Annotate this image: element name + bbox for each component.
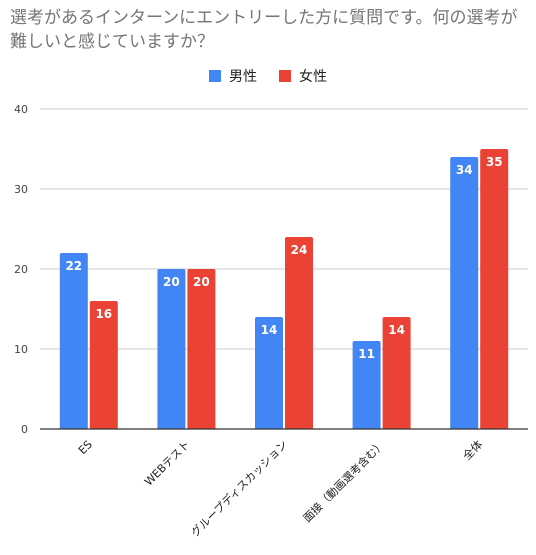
data-label: 20 — [193, 275, 210, 289]
data-label: 35 — [486, 155, 503, 169]
bar — [480, 149, 509, 429]
legend-swatch-female — [279, 70, 291, 82]
bar — [157, 269, 186, 429]
x-tick-label: ES — [76, 438, 95, 457]
data-label: 14 — [261, 323, 278, 337]
y-tick-label: 30 — [14, 183, 28, 196]
legend-swatch-male — [209, 70, 221, 82]
y-tick-label: 0 — [21, 423, 28, 436]
data-label: 22 — [65, 259, 82, 273]
y-tick-label: 20 — [14, 263, 28, 276]
bar — [187, 269, 216, 429]
data-label: 20 — [163, 275, 180, 289]
legend-label-female: 女性 — [299, 69, 327, 85]
bar — [450, 157, 479, 429]
bar — [59, 253, 88, 429]
data-label: 14 — [388, 323, 405, 337]
data-label: 24 — [291, 243, 308, 257]
chart-title: 選考があるインターンにエントリーした方に質問です。何の選考が難しいと感じています… — [10, 8, 518, 52]
y-tick-label: 40 — [14, 103, 28, 116]
bar — [255, 317, 283, 429]
x-tick-label: 面接（動画選考含む） — [300, 437, 388, 525]
x-tick-label: 全体 — [460, 437, 485, 462]
bar — [382, 317, 411, 429]
legend-item-female: 女性 — [279, 66, 327, 86]
bar — [285, 237, 313, 429]
data-label: 16 — [95, 307, 112, 321]
bar — [352, 341, 381, 429]
legend-item-male: 男性 — [209, 66, 257, 86]
x-tick-label: WEBテスト — [142, 438, 192, 488]
y-tick-label: 10 — [14, 343, 28, 356]
bar — [89, 301, 118, 429]
x-tick-label: グループディスカッション — [188, 437, 290, 539]
data-label: 34 — [456, 163, 473, 177]
legend: 男性 女性 — [0, 66, 536, 86]
legend-label-male: 男性 — [229, 69, 257, 85]
data-label: 11 — [358, 347, 375, 361]
